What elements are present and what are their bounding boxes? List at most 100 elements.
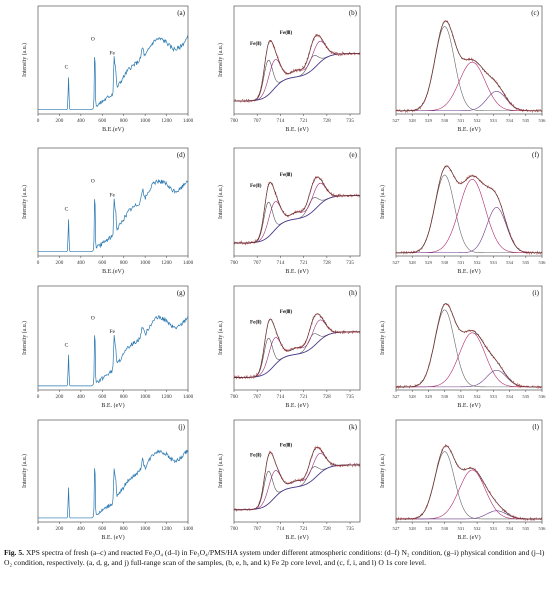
plot-frame xyxy=(395,285,543,391)
peak-label: Fe(Ⅱ) xyxy=(250,452,262,459)
x-tick-label: 707 xyxy=(253,394,261,400)
o1s-water-component xyxy=(396,207,542,254)
peak-label: O xyxy=(91,315,95,321)
x-tick-label: 531 xyxy=(457,118,465,123)
plot-frame xyxy=(233,147,361,257)
raw-spectrum xyxy=(233,445,361,513)
x-tick-label: 800 xyxy=(120,394,128,400)
x-axis-label: B.E. (eV) xyxy=(285,534,308,541)
xps-panel-g: 0 200 400 600 800 1000 1200 1400 B.E. (eV) Intens… xyxy=(4,282,196,414)
y-axis-label: Intensity (a.u.) xyxy=(217,43,224,77)
peak-label: Fe xyxy=(109,193,115,199)
x-tick-label: 600 xyxy=(98,260,106,266)
x-tick-label: 200 xyxy=(56,118,64,124)
x-tick-label: 536 xyxy=(539,526,547,531)
y-axis-label: Intensity (a.u.) xyxy=(379,454,386,488)
peak-label: O xyxy=(91,37,95,43)
x-tick-label: 1000 xyxy=(140,394,151,400)
peak-label: Fe xyxy=(109,329,115,335)
x-tick-label: 1400 xyxy=(183,260,194,266)
x-tick-label: 533 xyxy=(490,526,498,531)
chart-svg-i: 527 528 529 530 531 532 533 534 535 536 B.E. (eV) I… xyxy=(379,285,546,409)
x-axis-label: B.E. (eV) xyxy=(101,402,124,409)
x-tick-label: 535 xyxy=(522,394,530,399)
x-tick-label: 700 xyxy=(230,118,238,124)
raw-spectrum xyxy=(233,33,361,104)
survey-series xyxy=(38,449,189,519)
peak-label: Fe(Ⅱ) xyxy=(250,182,262,189)
o1s-lattice-component xyxy=(396,174,542,254)
y-axis-label: Intensity (a.u.) xyxy=(21,454,28,488)
chart-svg-a: 0 200 400 600 800 1000 1200 1400 B.E.(eV) Intensi… xyxy=(21,5,194,133)
x-tick-label: 600 xyxy=(98,526,106,532)
xps-panel-k: 700 707 714 721 728 735 B.E. (eV) Intensity (a.… xyxy=(200,416,368,546)
x-tick-label: 0 xyxy=(37,260,40,266)
raw-spectrum xyxy=(395,164,543,256)
x-tick-label: 527 xyxy=(393,394,401,399)
panel-label: (g) xyxy=(177,289,186,297)
peak-label: C xyxy=(65,207,69,213)
x-tick-label: 0 xyxy=(37,394,40,400)
x-tick-label: 529 xyxy=(425,526,433,531)
peak-label: O xyxy=(91,179,95,185)
x-axis-label: B.E. (eV) xyxy=(101,534,124,541)
panel-label: (b) xyxy=(349,9,358,17)
fit-envelope xyxy=(396,165,542,254)
x-tick-label: 700 xyxy=(230,394,238,400)
x-axis-label: B.E. (eV) xyxy=(457,534,480,541)
x-tick-label: 527 xyxy=(393,526,401,531)
fe3-component xyxy=(234,182,360,244)
background-line xyxy=(234,53,360,102)
x-tick-label: 721 xyxy=(300,394,308,400)
x-tick-label: 721 xyxy=(300,118,308,124)
x-tick-label: 529 xyxy=(425,118,433,123)
x-tick-label: 529 xyxy=(425,260,433,265)
x-tick-label: 532 xyxy=(474,118,482,123)
x-axis-label: B.E. (eV) xyxy=(285,402,308,409)
panel-label: (h) xyxy=(349,289,358,297)
xps-panel-c: 527 528 529 530 531 532 533 534 535 536 B.E. (eV) (… xyxy=(372,2,550,138)
survey-series xyxy=(38,315,189,387)
x-tick-label: 527 xyxy=(393,118,401,123)
y-axis-label: Intensity (a.u.) xyxy=(217,321,224,355)
raw-spectrum xyxy=(395,443,543,522)
xps-panel-b: 700 707 714 721 728 735 B.E. (eV) Intensity (a.… xyxy=(200,2,368,138)
chart-svg-g: 0 200 400 600 800 1000 1200 1400 B.E. (eV) Intens… xyxy=(21,285,194,409)
peak-label: Fe(Ⅱ) xyxy=(250,318,262,325)
x-tick-label: 714 xyxy=(277,260,285,266)
x-tick-label: 531 xyxy=(457,260,465,265)
peak-label: Fe(Ⅲ) xyxy=(280,308,293,315)
o1s-hydroxyl-component xyxy=(396,61,542,112)
caption-label: Fig. 5. xyxy=(4,548,25,557)
x-tick-label: 707 xyxy=(253,260,261,266)
x-tick-label: 735 xyxy=(346,526,354,532)
y-axis-label: Intensity (a.u.) xyxy=(21,185,28,219)
peak-label: C xyxy=(65,342,69,348)
x-tick-label: 1000 xyxy=(140,526,151,532)
x-tick-label: 721 xyxy=(300,526,308,532)
o1s-lattice-component xyxy=(396,451,542,520)
x-tick-label: 707 xyxy=(253,526,261,532)
fit-envelope xyxy=(396,20,542,112)
panel-label: (d) xyxy=(177,151,186,159)
background-line xyxy=(234,331,360,378)
x-axis-label: B.E. (eV) xyxy=(285,268,308,275)
panel-label: (c) xyxy=(531,9,539,17)
x-tick-label: 536 xyxy=(539,118,547,123)
xps-panel-h: 700 707 714 721 728 735 B.E. (eV) Intensity (a.… xyxy=(200,282,368,414)
fit-envelope xyxy=(234,176,360,244)
plot-frame xyxy=(395,419,543,523)
o1s-hydroxyl-component xyxy=(396,332,542,388)
x-tick-label: 534 xyxy=(506,118,514,123)
x-axis-label: B.E. (eV) xyxy=(457,126,480,133)
x-tick-label: 535 xyxy=(522,118,530,123)
survey-series xyxy=(38,178,189,253)
x-tick-label: 735 xyxy=(346,394,354,400)
o1s-lattice-component xyxy=(396,309,542,388)
x-tick-label: 528 xyxy=(409,394,417,399)
x-tick-label: 721 xyxy=(300,260,308,266)
raw-spectrum xyxy=(395,302,543,390)
xps-panel-e: 700 707 714 721 728 735 B.E. (eV) Intensity (a.… xyxy=(200,144,368,280)
plot-frame xyxy=(233,419,361,523)
